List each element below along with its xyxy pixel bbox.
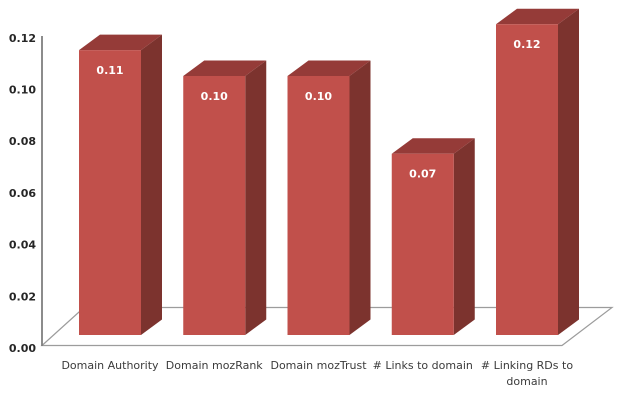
x-axis-label: # Linking RDs to domain (481, 359, 573, 388)
bar-side-face (245, 60, 267, 335)
y-tick-label: 0.08 (9, 135, 36, 148)
bar-top-face (496, 8, 579, 25)
x-axis-label: # Links to domain (373, 359, 473, 372)
bar-domain-authority: 0.11 (79, 34, 162, 335)
x-axis-label: Domain Authority (61, 359, 159, 372)
y-tick-label: 0.04 (9, 239, 36, 252)
x-axis-label: Domain mozTrust (270, 359, 367, 372)
bar-front-face (79, 50, 141, 335)
bar-top-face (79, 34, 162, 51)
bar-front-face (287, 76, 350, 335)
bar-top-face (391, 138, 475, 154)
bar-links-to-domain: 0.07 (391, 138, 475, 335)
bar-side-face (349, 60, 371, 335)
y-tick-label: 0.00 (9, 342, 36, 355)
bar-linking-rds-to: 0.12 (496, 8, 579, 335)
bar-front-face (391, 153, 454, 335)
y-tick-label: 0.06 (9, 187, 36, 200)
bar-domain-moztrust: 0.10 (287, 60, 371, 335)
y-tick-label: 0.02 (9, 290, 36, 303)
bar-side-face (453, 138, 475, 335)
bar-value-label: 0.11 (96, 64, 123, 77)
y-tick-label: 0.12 (9, 32, 36, 45)
bar-value-label: 0.12 (513, 38, 540, 51)
bar-side-face (141, 34, 162, 335)
x-axis-label: Domain mozRank (166, 359, 264, 372)
bar-domain-mozrank: 0.10 (183, 60, 267, 335)
bar-top-face (287, 60, 371, 76)
y-tick-label: 0.10 (9, 84, 36, 97)
bar-value-label: 0.07 (409, 168, 436, 181)
bar-top-face (183, 60, 267, 76)
bar-front-face (183, 76, 246, 335)
bar-value-label: 0.10 (201, 90, 228, 103)
bar-side-face (558, 8, 579, 335)
bar-front-face (496, 24, 558, 335)
bar-value-label: 0.10 (305, 90, 332, 103)
